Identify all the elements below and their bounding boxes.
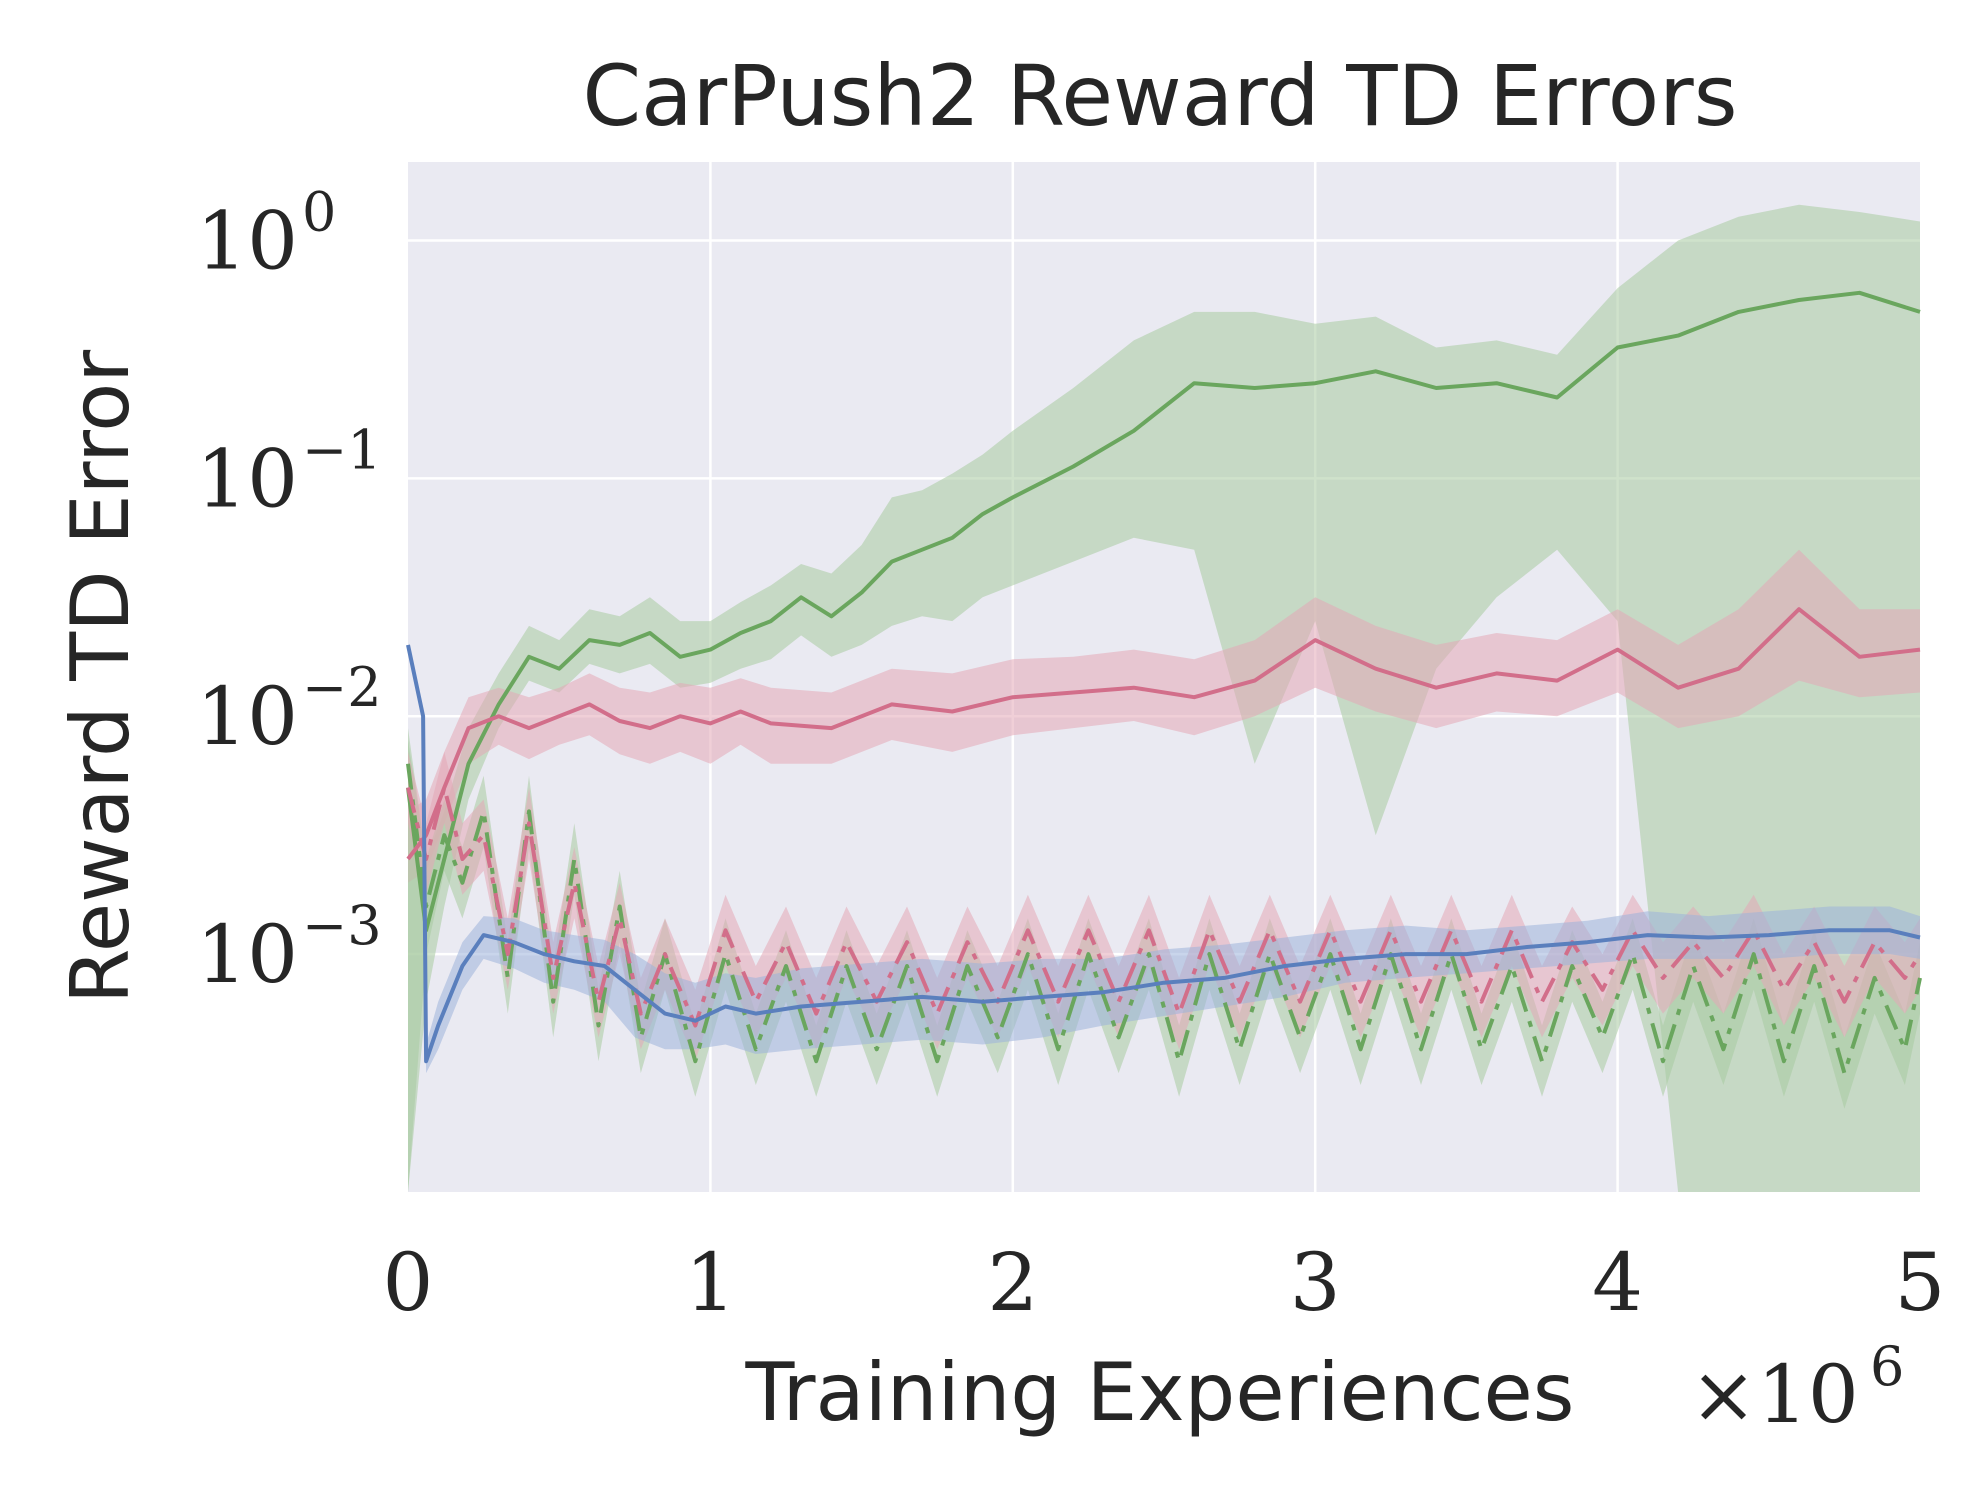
x-multiplier: ×10 6 — [1690, 1335, 1904, 1441]
line-pink-dashdot — [406, 785, 1922, 1028]
x-axis-label: Training Experiences — [745, 1346, 1575, 1439]
band-green-solid — [408, 204, 1920, 1193]
line-pink-solid — [406, 607, 1921, 861]
y-tick-exponent: −3 — [302, 894, 382, 957]
x-tick-5: 5 — [1895, 1236, 1946, 1329]
x-tick-1: 1 — [685, 1236, 736, 1329]
band-blue-solid — [408, 644, 1920, 1074]
x-multiplier-exponent: 6 — [1870, 1335, 1904, 1398]
x-tick-4: 4 — [1592, 1236, 1643, 1329]
y-tick-base: 10 — [196, 194, 298, 287]
y-tick-base: 10 — [196, 432, 298, 525]
series-lines — [406, 290, 1922, 1076]
band-green-dashdot — [408, 728, 1920, 1192]
band-pink-dashdot — [408, 751, 1920, 1062]
line-green-dashdot — [406, 763, 1922, 1076]
y-tick-base: 10 — [196, 908, 298, 1001]
y-tick-exponent: −1 — [302, 418, 382, 481]
line-blue-solid — [406, 644, 1921, 1064]
y-tick-exponent: −2 — [302, 656, 382, 719]
y-tick-1: 10 −1 — [196, 418, 381, 525]
x-tick-labels: 0 1 2 3 4 5 — [383, 1236, 1946, 1329]
y-tick-exponent: 0 — [302, 180, 336, 243]
x-multiplier-base: ×10 — [1690, 1348, 1859, 1441]
y-tick-3: 10 −3 — [196, 894, 381, 1001]
y-tick-base: 10 — [196, 670, 298, 763]
band-pink-solid — [408, 549, 1920, 883]
y-axis-label: Reward TD Error — [54, 350, 147, 1004]
y-tick-0: 10 0 — [196, 180, 336, 287]
confidence-bands — [408, 204, 1920, 1193]
y-tick-2: 10 −2 — [196, 656, 381, 763]
x-tick-3: 3 — [1290, 1236, 1341, 1329]
x-tick-0: 0 — [383, 1236, 434, 1329]
chart-title: CarPush2 Reward TD Errors — [583, 47, 1738, 145]
x-tick-2: 2 — [987, 1236, 1038, 1329]
line-green-solid — [406, 290, 1921, 933]
